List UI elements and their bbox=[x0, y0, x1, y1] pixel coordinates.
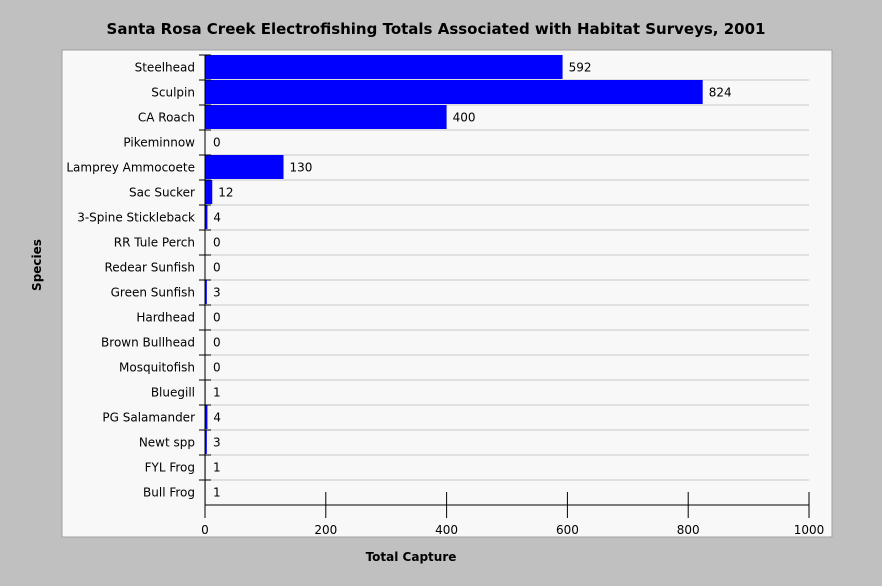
bar-value-label: 1 bbox=[213, 386, 221, 400]
bar-pg-salamander bbox=[205, 405, 208, 429]
category-label: Newt spp bbox=[139, 436, 195, 450]
category-label: Mosquitofish bbox=[119, 361, 195, 375]
x-tick-label: 1000 bbox=[794, 523, 825, 537]
bar-lamprey-ammocoete bbox=[205, 155, 284, 179]
category-label: Brown Bullhead bbox=[101, 336, 195, 350]
x-tick-label: 200 bbox=[314, 523, 337, 537]
bar-value-label: 400 bbox=[453, 111, 476, 125]
bar-value-label: 4 bbox=[213, 211, 221, 225]
bar-value-label: 0 bbox=[213, 261, 221, 275]
category-label: RR Tule Perch bbox=[114, 236, 195, 250]
category-label: PG Salamander bbox=[102, 411, 195, 425]
bar-sculpin bbox=[205, 80, 703, 104]
bar-green-sunfish bbox=[205, 280, 207, 304]
bar-value-label: 0 bbox=[213, 136, 221, 150]
category-label: Steelhead bbox=[135, 61, 195, 75]
category-label: 3-Spine Stickleback bbox=[77, 211, 195, 225]
bar-value-label: 130 bbox=[290, 161, 313, 175]
category-label: CA Roach bbox=[138, 111, 195, 125]
bar-value-label: 592 bbox=[569, 61, 592, 75]
x-tick-label: 400 bbox=[435, 523, 458, 537]
category-label: Pikeminnow bbox=[123, 136, 195, 150]
category-label: Bull Frog bbox=[143, 486, 195, 500]
category-label: Hardhead bbox=[136, 311, 195, 325]
axes: Steelhead Sculpin CA Roach Pikeminnow Lampre… bbox=[66, 54, 825, 537]
y-axis-title: Species bbox=[30, 239, 44, 291]
bar-value-label: 0 bbox=[213, 336, 221, 350]
bar-ca-roach bbox=[205, 105, 447, 129]
bar-value-label: 12 bbox=[218, 186, 233, 200]
bar-newt-spp bbox=[205, 430, 207, 454]
bar-3-spine-stickleback bbox=[205, 205, 208, 229]
category-label: Sac Sucker bbox=[129, 186, 195, 200]
bar-value-label: 1 bbox=[213, 461, 221, 475]
bar-value-label: 0 bbox=[213, 311, 221, 325]
bar-sac-sucker bbox=[205, 180, 213, 204]
plot-area bbox=[61, 49, 833, 538]
category-label: Redear Sunfish bbox=[104, 261, 195, 275]
x-tick-label: 800 bbox=[677, 523, 700, 537]
x-tick-label: 600 bbox=[556, 523, 579, 537]
bar-value-label: 0 bbox=[213, 361, 221, 375]
category-label: Bluegill bbox=[151, 386, 195, 400]
category-label: Sculpin bbox=[151, 86, 195, 100]
chart-title: Santa Rosa Creek Electrofishing Totals A… bbox=[107, 20, 766, 38]
category-label: FYL Frog bbox=[145, 461, 195, 475]
bar-value-label: 3 bbox=[213, 436, 221, 450]
bar-value-label: 1 bbox=[213, 486, 221, 500]
bar-value-label: 4 bbox=[213, 411, 221, 425]
bar-steelhead bbox=[205, 55, 563, 79]
x-axis-title: Total Capture bbox=[366, 550, 457, 564]
bar-value-label: 824 bbox=[709, 86, 732, 100]
bar-value-label: 0 bbox=[213, 236, 221, 250]
x-tick-label: 0 bbox=[201, 523, 209, 537]
category-label: Lamprey Ammocoete bbox=[66, 161, 195, 175]
category-label: Green Sunfish bbox=[111, 286, 195, 300]
bar-value-label: 3 bbox=[213, 286, 221, 300]
